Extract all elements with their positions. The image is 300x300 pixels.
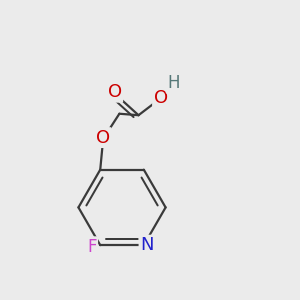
Text: N: N (140, 236, 154, 254)
Text: O: O (108, 83, 122, 101)
Text: O: O (96, 129, 110, 147)
Text: F: F (87, 238, 97, 256)
Text: H: H (167, 74, 179, 92)
Text: O: O (154, 89, 168, 107)
